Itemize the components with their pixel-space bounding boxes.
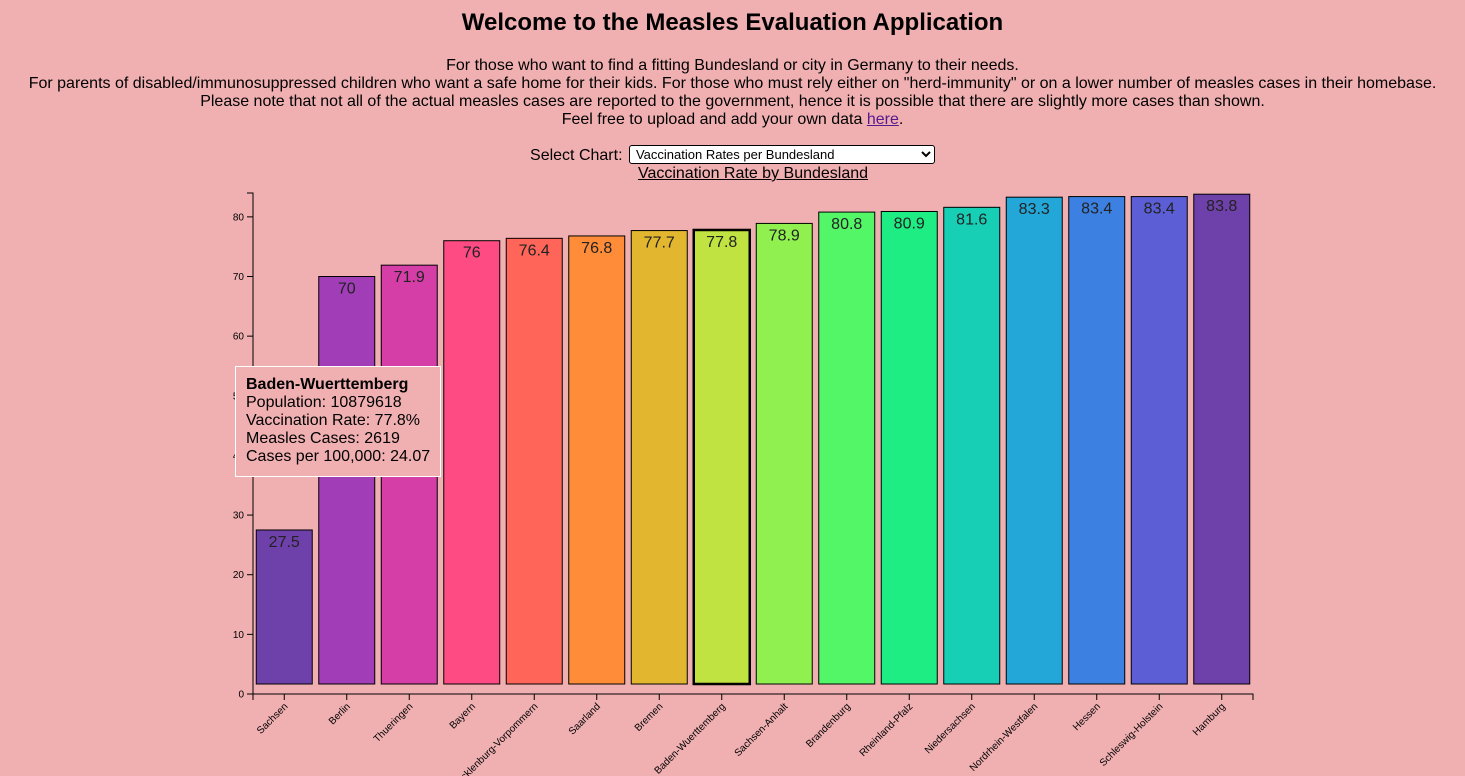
bar-value-label: 83.8 (1206, 198, 1237, 215)
bar-saarland[interactable] (568, 235, 626, 685)
bar-value-label: 83.3 (1019, 201, 1050, 218)
bar-value-label: 77.8 (706, 234, 737, 251)
upload-suffix: . (898, 111, 904, 128)
tooltip: Baden-Wuerttemberg Population: 10879618 … (235, 366, 441, 477)
y-tick-label: 10 (233, 630, 245, 641)
bar-value-label: 83.4 (1144, 201, 1175, 218)
x-tick-label: Bayern (448, 701, 478, 731)
tooltip-cases-per-100k: Cases per 100,000: 24.07 (246, 448, 431, 465)
bar-niedersachsen[interactable] (943, 206, 1001, 685)
tooltip-vaccination-rate: Vaccination Rate: 77.8% (246, 412, 421, 429)
bar-hamburg[interactable] (1193, 193, 1251, 685)
bar-value-label: 80.9 (894, 215, 925, 232)
y-tick-label: 30 (233, 511, 245, 522)
bar-bayern[interactable] (443, 240, 501, 685)
bar-value-label: 81.6 (956, 211, 987, 228)
bar-value-label: 76.8 (581, 240, 612, 257)
y-tick-label: 20 (233, 570, 245, 581)
upload-line: Feel free to upload and add your own dat… (0, 111, 1465, 129)
bar-mecklenburg-vorpommern[interactable] (505, 237, 563, 685)
bar-berlin[interactable] (318, 276, 376, 685)
bar-brandenburg[interactable] (818, 211, 876, 685)
bar-nordrhein-westfalen[interactable] (1005, 196, 1063, 685)
bar-value-label: 76 (463, 245, 481, 262)
x-tick-label: Niedersachsen (923, 701, 978, 756)
bar-value-label: 27.5 (269, 534, 300, 551)
bar-value-label: 71.9 (394, 269, 425, 286)
x-tick-label: Rheinland-Pfalz (858, 701, 916, 759)
x-tick-label: Berlin (327, 701, 353, 727)
bar-value-label: 83.4 (1081, 201, 1112, 218)
x-tick-label: Bremen (633, 701, 666, 734)
bar-value-label: 78.9 (769, 227, 800, 244)
x-tick-label: Saarland (567, 701, 603, 737)
bar-value-label: 80.8 (831, 216, 862, 233)
x-axis (252, 693, 1254, 700)
tooltip-measles-cases: Measles Cases: 2619 (246, 430, 400, 447)
intro-line-1: For those who want to find a fitting Bun… (446, 57, 1019, 74)
y-tick-label: 60 (233, 332, 245, 343)
bar-hessen[interactable] (1068, 196, 1126, 685)
bar-value-label: 70 (338, 281, 356, 298)
intro-line-3: Please note that not all of the actual m… (200, 93, 1265, 110)
x-tick-label: Thueringen (372, 701, 416, 745)
upload-link[interactable]: here (866, 111, 899, 128)
bar-sachsen[interactable] (255, 529, 313, 685)
y-tick-label: 80 (233, 212, 245, 223)
x-tick-label: Hamburg (1191, 701, 1228, 738)
x-tick-label: Baden-Wuerttemberg (653, 701, 728, 776)
intro-line-2: For parents of disabled/immunosuppressed… (28, 75, 1437, 92)
x-tick-label: Sachsen-Anhalt (733, 701, 791, 759)
bar-baden-wuerttemberg[interactable] (692, 228, 751, 686)
intro-text: For those who want to find a fitting Bun… (0, 57, 1465, 129)
bar-value-label: 76.4 (519, 242, 550, 259)
chart-title: Vaccination Rate by Bundesland (637, 165, 869, 182)
tooltip-population: Population: 10879618 (246, 394, 402, 411)
chart-select-row: Select Chart: Vaccination Rates per Bund… (0, 145, 1465, 165)
bar-bremen[interactable] (630, 230, 688, 685)
tooltip-title: Baden-Wuerttemberg (246, 376, 409, 393)
upload-prefix: Feel free to upload and add your own dat… (561, 111, 867, 128)
x-tick-label: Schleswig-Holstein (1098, 701, 1166, 769)
x-tick-label: Nordrhein-Westfalen (968, 701, 1041, 774)
bar-rheinland-pfalz[interactable] (880, 210, 938, 685)
chart-select-label: Select Chart: (530, 147, 623, 164)
chart-select[interactable]: Vaccination Rates per Bundesland (628, 145, 935, 164)
bar-schleswig-holstein[interactable] (1130, 196, 1188, 685)
x-tick-label: Sachsen (255, 701, 290, 736)
bar-value-label: 77.7 (644, 235, 675, 252)
y-tick-label: 70 (233, 272, 245, 283)
page-title: Welcome to the Measles Evaluation Applic… (461, 9, 1004, 36)
y-tick-label: 0 (238, 690, 244, 701)
bar-sachsen-anhalt[interactable] (755, 222, 813, 685)
x-tick-label: Hessen (1071, 701, 1103, 733)
x-tick-label: Brandenburg (804, 701, 853, 750)
